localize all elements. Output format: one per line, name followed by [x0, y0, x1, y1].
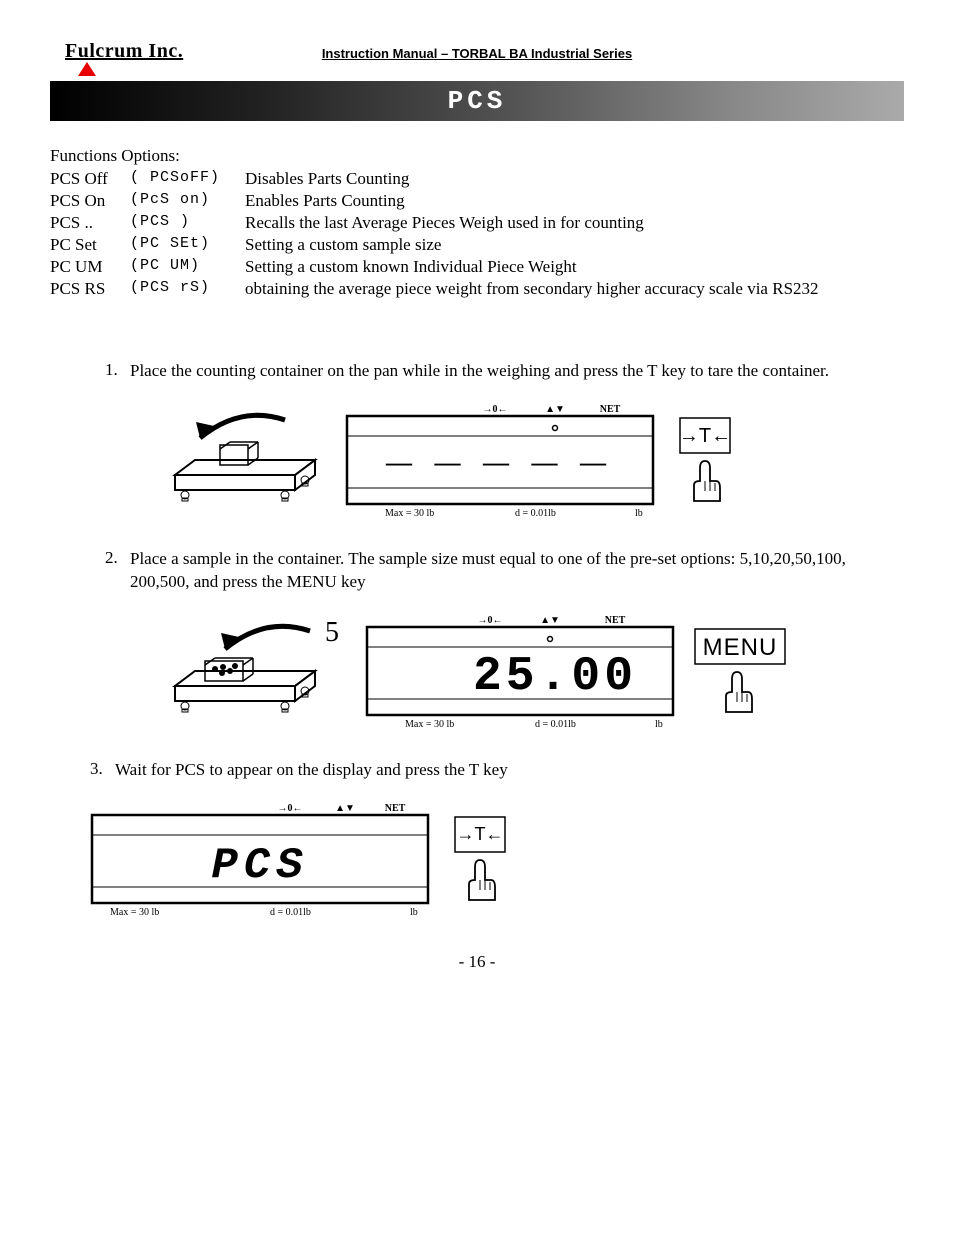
option-name: PCS RS — [50, 278, 130, 300]
svg-text:5: 5 — [325, 617, 339, 648]
svg-text:NET: NET — [605, 615, 626, 626]
scale-sample-icon: 5 — [150, 611, 350, 731]
figure-step2: 5 — [150, 609, 904, 734]
step-number: 1. — [105, 360, 130, 380]
svg-text:Max = 30 lb: Max = 30 lb — [385, 508, 434, 519]
scale-pan-icon — [150, 400, 330, 520]
svg-text:25.00: 25.00 — [473, 650, 637, 704]
svg-text:MENU: MENU — [703, 634, 778, 661]
option-row: PCS ..(PCS )Recalls the last Average Pie… — [50, 212, 819, 234]
step-text: Place the counting container on the pan … — [130, 360, 904, 383]
svg-text:→T←: →T← — [457, 824, 504, 844]
step-number: 3. — [90, 759, 115, 779]
svg-text:— — — — —: — — — — — — [385, 448, 614, 477]
svg-text:→0←: →0← — [278, 803, 303, 814]
option-name: PCS On — [50, 190, 130, 212]
option-name: PCS .. — [50, 212, 130, 234]
banner-text: PCS — [448, 86, 507, 116]
figure-step1: →0← ▲▼ NET — — — — — Max = 30 lb d = 0.0… — [150, 398, 904, 523]
option-desc: obtaining the average piece weight from … — [245, 278, 819, 300]
option-code: (PcS on) — [130, 190, 245, 212]
svg-text:d = 0.01lb: d = 0.01lb — [515, 508, 556, 519]
company-name: Fulcrum Inc. — [50, 40, 183, 63]
svg-text:d = 0.01lb: d = 0.01lb — [270, 907, 311, 918]
section-banner: PCS — [50, 81, 904, 121]
svg-text:NET: NET — [600, 404, 621, 415]
svg-text:→0←: →0← — [483, 404, 508, 415]
tare-key-icon: →T← — [670, 413, 740, 508]
svg-text:lb: lb — [635, 508, 643, 519]
svg-text:→0←: →0← — [478, 615, 503, 626]
options-table: PCS Off( PCSoFF)Disables Parts CountingP… — [50, 168, 819, 300]
option-row: PCS RS(PCS rS)obtaining the average piec… — [50, 278, 819, 300]
step-text: Place a sample in the container. The sam… — [130, 548, 904, 594]
svg-text:d = 0.01lb: d = 0.01lb — [535, 719, 576, 730]
option-name: PC UM — [50, 256, 130, 278]
option-desc: Setting a custom sample size — [245, 234, 819, 256]
svg-text:lb: lb — [655, 719, 663, 730]
svg-text:▲▼: ▲▼ — [335, 803, 355, 814]
display-value-icon: →0← ▲▼ NET 25.00 Max = 30 lb d = 0.01lb … — [365, 609, 675, 734]
option-code: ( PCSoFF) — [130, 168, 245, 190]
option-row: PCS Off( PCSoFF)Disables Parts Counting — [50, 168, 819, 190]
step-number: 2. — [105, 548, 130, 568]
option-desc: Enables Parts Counting — [245, 190, 819, 212]
steps-list: 1. Place the counting container on the p… — [50, 360, 904, 922]
svg-text:▲▼: ▲▼ — [545, 404, 565, 415]
page-number: - 16 - — [50, 952, 904, 972]
option-row: PC Set(PC SEt)Setting a custom sample si… — [50, 234, 819, 256]
svg-text:NET: NET — [385, 803, 406, 814]
svg-text:PCS: PCS — [211, 841, 308, 891]
option-desc: Recalls the last Average Pieces Weigh us… — [245, 212, 819, 234]
option-row: PCS On(PcS on)Enables Parts Counting — [50, 190, 819, 212]
option-name: PC Set — [50, 234, 130, 256]
tare-key-icon: →T← — [445, 812, 515, 907]
svg-text:→T←: →T← — [679, 425, 731, 447]
svg-text:Max = 30 lb: Max = 30 lb — [405, 719, 454, 730]
options-heading: Functions Options: — [50, 146, 904, 166]
option-desc: Disables Parts Counting — [245, 168, 819, 190]
svg-text:Max = 30 lb: Max = 30 lb — [110, 907, 159, 918]
svg-text:lb: lb — [410, 907, 418, 918]
option-code: (PCS rS) — [130, 278, 245, 300]
option-name: PCS Off — [50, 168, 130, 190]
manual-title: Instruction Manual – TORBAL BA Industria… — [322, 46, 632, 61]
figure-step3: →0← ▲▼ NET PCS Max = 30 lb d = 0.01lb lb… — [90, 797, 904, 922]
display-pcs-icon: →0← ▲▼ NET PCS Max = 30 lb d = 0.01lb lb — [90, 797, 430, 922]
option-code: (PC SEt) — [130, 234, 245, 256]
menu-key-icon: MENU — [690, 624, 790, 719]
step-text: Wait for PCS to appear on the display an… — [115, 759, 904, 782]
option-code: (PC UM) — [130, 256, 245, 278]
svg-text:▲▼: ▲▼ — [540, 615, 560, 626]
display-dashes-icon: →0← ▲▼ NET — — — — — Max = 30 lb d = 0.0… — [345, 398, 655, 523]
option-row: PC UM(PC UM)Setting a custom known Indiv… — [50, 256, 819, 278]
page-header: Fulcrum Inc. Instruction Manual – TORBAL… — [50, 40, 904, 63]
option-desc: Setting a custom known Individual Piece … — [245, 256, 819, 278]
option-code: (PCS ) — [130, 212, 245, 234]
triangle-icon — [78, 62, 96, 76]
